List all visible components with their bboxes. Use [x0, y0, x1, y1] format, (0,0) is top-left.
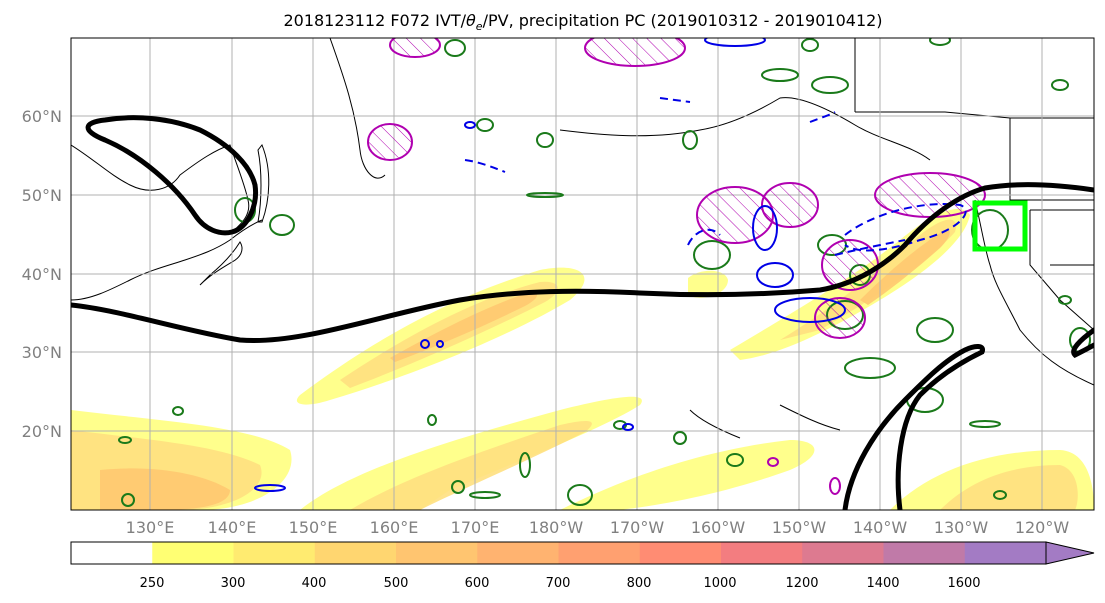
lon-label: 160°W — [691, 518, 746, 537]
colorbar-segment — [883, 542, 966, 564]
colorbar: 250 300 400 500 600 700 800 1000 1200 14… — [70, 541, 1095, 591]
colorbar-segment — [233, 542, 316, 564]
lon-label: 160°E — [370, 518, 419, 537]
colorbar-tick-label: 400 — [302, 576, 327, 591]
colorbar-segment — [964, 542, 1047, 564]
lon-label: 140°W — [853, 518, 908, 537]
colorbar-segment — [802, 542, 884, 564]
colorbar-tick-label: 300 — [221, 576, 246, 591]
lat-label: 30°N — [22, 343, 62, 362]
lon-label: 180°W — [529, 518, 584, 537]
colorbar-segment — [558, 542, 641, 564]
colorbar-tick-label: 800 — [627, 576, 652, 591]
lat-label: 60°N — [22, 107, 62, 126]
colorbar-frame — [70, 541, 1047, 565]
colorbar-extend-arrow — [1045, 541, 1095, 565]
lon-label: 130°W — [934, 518, 989, 537]
lat-label: 40°N — [22, 265, 62, 284]
lat-labels: 60°N 50°N 40°N 30°N 20°N — [22, 107, 62, 441]
lon-label: 140°E — [208, 518, 257, 537]
colorbar-tick-label: 600 — [465, 576, 490, 591]
colorbar-tick-label: 1200 — [785, 576, 818, 591]
colorbar-tick-label: 500 — [384, 576, 409, 591]
colorbar-tick-label: 700 — [546, 576, 571, 591]
lon-label: 150°E — [289, 518, 338, 537]
figure-title: 2018123112 F072 IVT/θe/PV, precipitation… — [283, 11, 882, 33]
target-region-box — [972, 200, 1028, 252]
lon-label: 130°E — [126, 518, 175, 537]
colorbar-segment — [639, 542, 722, 564]
map-frame — [70, 37, 1095, 511]
pv-contours — [71, 115, 1094, 510]
colorbar-tick-label: 250 — [140, 576, 165, 591]
colorbar-segment — [152, 542, 234, 564]
colorbar-segment — [477, 542, 559, 564]
colorbar-tick-label: 1000 — [703, 576, 736, 591]
coastlines — [71, 38, 1094, 439]
ivt-shading — [71, 209, 1094, 510]
lat-label: 50°N — [22, 186, 62, 205]
lon-labels: 130°E 140°E 150°E 160°E 170°E 180°W 170°… — [126, 518, 1070, 537]
lon-label: 120°W — [1015, 518, 1070, 537]
colorbar-segment — [721, 542, 803, 564]
colorbar-tick-label: 1600 — [947, 576, 980, 591]
colorbar-tick-label: 1400 — [866, 576, 899, 591]
lon-label: 170°W — [610, 518, 665, 537]
lon-label: 170°E — [451, 518, 500, 537]
negative-contours — [254, 38, 967, 492]
colorbar-segment — [396, 542, 478, 564]
lat-label: 20°N — [22, 422, 62, 441]
lon-label: 150°W — [772, 518, 827, 537]
colorbar-segment — [314, 542, 397, 564]
colorbar-segment — [71, 542, 153, 564]
